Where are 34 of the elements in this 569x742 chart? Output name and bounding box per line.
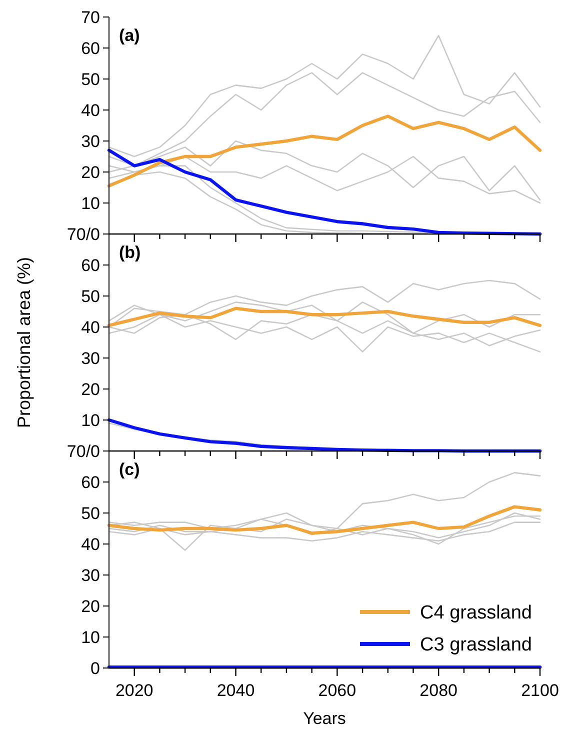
x-tick-label: 2100 [521, 681, 559, 700]
annotation: (c) [119, 460, 140, 479]
y-tick-label: 0 [90, 658, 100, 678]
y-axis-title: Proportional area (%) [14, 256, 34, 428]
y-tick-label: 20 [81, 596, 100, 616]
annotation: (b) [119, 243, 141, 262]
y-tick-label: 10 [81, 628, 100, 647]
x-tick-label: 2080 [420, 681, 458, 700]
x-tick-label: 2060 [318, 681, 356, 700]
y-tick-label: 40 [81, 318, 100, 337]
y-tick-label: 70/0 [66, 442, 100, 461]
y-tick-label: 10 [81, 194, 100, 213]
y-tick-label: 50 [81, 70, 100, 89]
y-tick-label: 50 [81, 504, 100, 523]
y-tick-label: 40 [81, 534, 100, 554]
y-tick-label: 30 [81, 566, 100, 585]
x-tick-label: 2020 [115, 681, 154, 700]
y-tick-label: 70/0 [66, 224, 100, 244]
y-tick-label: 50 [81, 286, 100, 306]
legend-label: C4 grassland [420, 602, 532, 624]
x-tick-label: 2040 [216, 681, 255, 700]
y-tick-label: 60 [81, 256, 100, 275]
y-tick-label: 30 [81, 132, 100, 151]
y-tick-label: 60 [81, 38, 100, 58]
y-tick-label: 20 [81, 380, 100, 399]
legend-label: C3 grassland [420, 634, 532, 656]
y-tick-label: 70 [81, 8, 100, 27]
annotation: (a) [119, 26, 140, 45]
y-tick-label: 40 [81, 100, 100, 120]
y-tick-label: 30 [81, 348, 100, 368]
y-tick-label: 60 [81, 472, 100, 492]
x-axis-title: Years [303, 709, 346, 728]
y-tick-label: 10 [81, 410, 100, 430]
y-tick-label: 20 [81, 162, 100, 182]
